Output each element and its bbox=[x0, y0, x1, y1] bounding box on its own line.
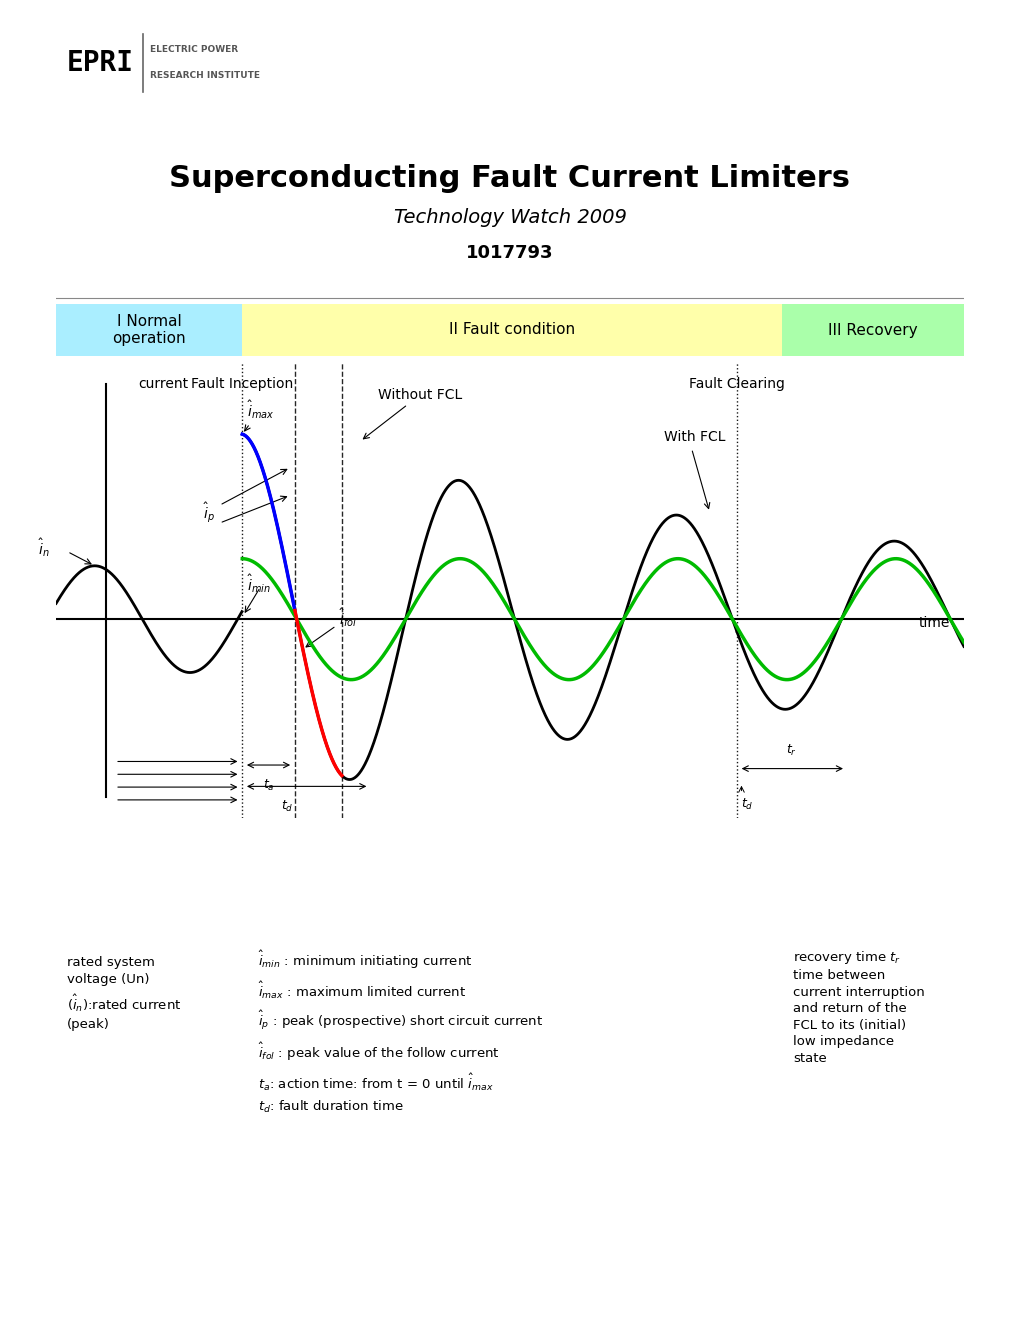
Text: Technology Watch 2009: Technology Watch 2009 bbox=[393, 209, 626, 227]
Text: With FCL: With FCL bbox=[663, 430, 726, 445]
Text: $t_d$: $t_d$ bbox=[281, 799, 293, 814]
Text: I Normal
operation: I Normal operation bbox=[112, 314, 185, 346]
Text: Superconducting Fault Current Limiters: Superconducting Fault Current Limiters bbox=[169, 164, 850, 193]
Text: Fault Clearing: Fault Clearing bbox=[689, 378, 784, 391]
Text: III Recovery: III Recovery bbox=[827, 322, 917, 338]
Text: current: current bbox=[138, 378, 187, 391]
Text: $\hat{i}_{fol}$: $\hat{i}_{fol}$ bbox=[306, 606, 357, 647]
Text: RESEARCH INSTITUTE: RESEARCH INSTITUTE bbox=[150, 71, 260, 81]
Text: Fault Inception: Fault Inception bbox=[191, 378, 293, 391]
Text: ELECTRIC POWER: ELECTRIC POWER bbox=[150, 45, 237, 54]
Text: $t_r$: $t_r$ bbox=[786, 743, 796, 758]
Text: recovery time $t_r$
time between
current interruption
and return of the
FCL to i: recovery time $t_r$ time between current… bbox=[793, 949, 924, 1065]
Text: $t_d$: $t_d$ bbox=[741, 797, 753, 812]
Text: rated system
voltage (Un)
($\hat{i}_n$):rated current
(peak): rated system voltage (Un) ($\hat{i}_n$):… bbox=[67, 956, 181, 1031]
Bar bbox=[242, 304, 782, 356]
Text: 1017793: 1017793 bbox=[466, 244, 553, 263]
Text: $t_a$: $t_a$ bbox=[263, 777, 274, 793]
Text: time: time bbox=[918, 615, 950, 630]
Text: $\hat{i}_n$: $\hat{i}_n$ bbox=[38, 537, 49, 560]
Text: EPRI: EPRI bbox=[67, 49, 133, 77]
Text: $\hat{i}_{max}$: $\hat{i}_{max}$ bbox=[245, 399, 274, 430]
Text: II Fault condition: II Fault condition bbox=[448, 322, 575, 338]
Bar bbox=[56, 304, 242, 356]
Text: $\hat{i}_p$: $\hat{i}_p$ bbox=[203, 500, 215, 524]
Text: $\hat{i}_{min}$ : minimum initiating current
$\hat{i}_{max}$ : maximum limited c: $\hat{i}_{min}$ : minimum initiating cur… bbox=[258, 949, 543, 1115]
Text: $\hat{i}_{min}$: $\hat{i}_{min}$ bbox=[247, 573, 270, 595]
Text: Without FCL: Without FCL bbox=[363, 388, 463, 438]
Bar bbox=[782, 304, 963, 356]
